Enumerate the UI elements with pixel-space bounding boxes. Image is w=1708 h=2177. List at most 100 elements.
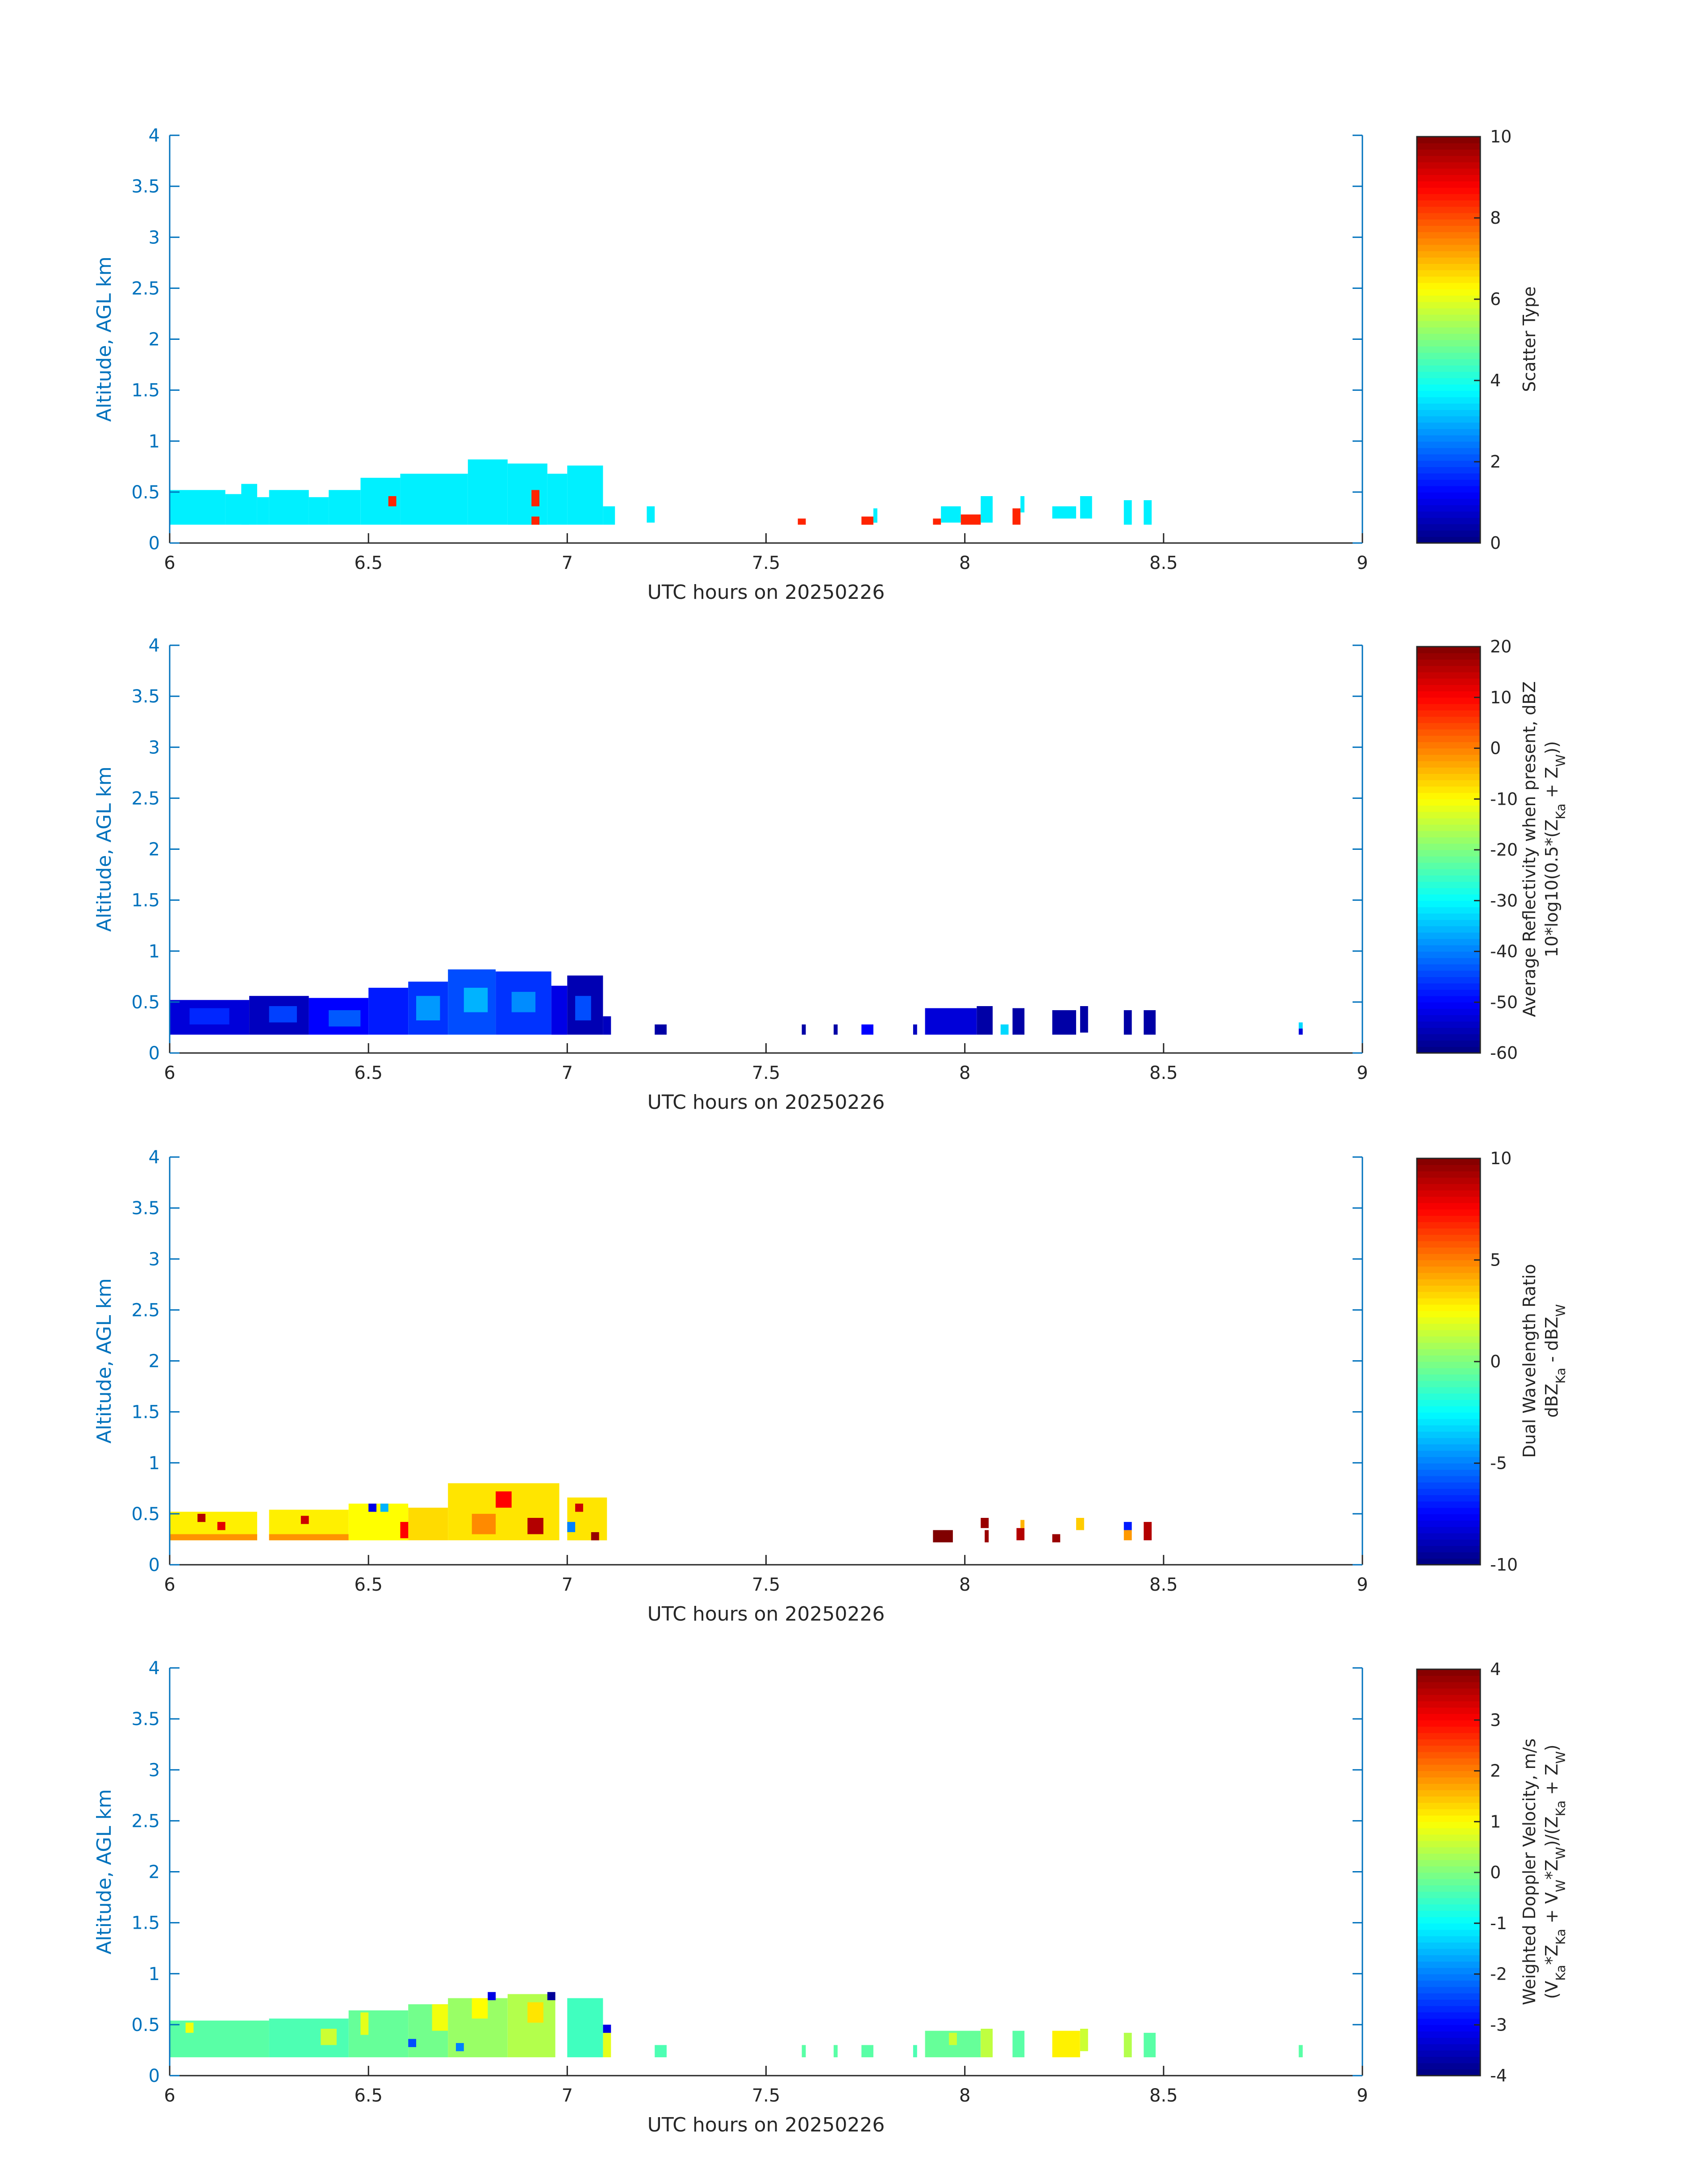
colorbar-swatch — [1417, 1676, 1480, 1683]
colorbar-swatch — [1417, 1431, 1480, 1438]
colorbar-swatch — [1417, 1739, 1480, 1746]
heatmap-cell — [1000, 1024, 1009, 1035]
heatmap-cell — [464, 987, 488, 1012]
colorbar-swatch — [1417, 1177, 1480, 1184]
colorbar-swatch — [1417, 678, 1480, 685]
colorbar-swatch — [1417, 799, 1480, 806]
colorbar-swatch — [1417, 365, 1480, 372]
colorbar-swatch — [1417, 1285, 1480, 1292]
colorbar-swatch — [1417, 333, 1480, 340]
colorbar-swatch — [1417, 1412, 1480, 1419]
heatmap-cell — [591, 1532, 599, 1541]
colorbar-swatch — [1417, 1158, 1480, 1165]
colorbar-swatch — [1417, 213, 1480, 220]
colorbar-swatch — [1417, 1859, 1480, 1867]
heatmap-cell — [189, 1008, 230, 1025]
y-tick-label: 0.5 — [131, 1504, 160, 1525]
colorbar-swatch — [1417, 767, 1480, 774]
colorbar-tick-label: 0 — [1490, 1863, 1501, 1882]
colorbar-swatch — [1417, 1815, 1480, 1822]
heatmap-cell — [269, 490, 309, 525]
colorbar-swatch — [1417, 1891, 1480, 1898]
colorbar-swatch — [1417, 327, 1480, 334]
colorbar-swatch — [1417, 1190, 1480, 1197]
y-tick-label: 4 — [149, 1658, 160, 1679]
colorbar-swatch — [1417, 390, 1480, 397]
colorbar-swatch — [1417, 1968, 1480, 1975]
heatmap-cell — [949, 2033, 957, 2045]
y-tick-label: 0 — [149, 2066, 160, 2086]
colorbar-swatch — [1417, 270, 1480, 277]
colorbar-swatch — [1417, 1329, 1480, 1337]
colorbar-swatch — [1417, 175, 1480, 182]
colorbar-swatch — [1417, 372, 1480, 378]
colorbar-swatch — [1417, 926, 1480, 933]
colorbar-swatch — [1417, 1165, 1480, 1172]
heatmap-cell — [1123, 1010, 1132, 1035]
colorbar-tick-label: -50 — [1490, 992, 1518, 1012]
heatmap-cell — [833, 1024, 838, 1035]
colorbar-swatch — [1417, 735, 1480, 742]
y-tick-label: 2.5 — [131, 1811, 160, 1831]
panel-scatter-type: 6 6.5 7 7.5 8 8.5 9 0 0.5 1 1.5 2 2.5 3 3.5 4 UTC hours … — [93, 125, 1539, 604]
colorbar-swatch — [1417, 2025, 1480, 2032]
colorbar-swatch — [1417, 824, 1480, 831]
x-tick-label: 9 — [1357, 2085, 1368, 2106]
colorbar-swatch — [1417, 1923, 1480, 1930]
colorbar-swatch — [1417, 162, 1480, 169]
heatmap-cell — [913, 2045, 917, 2057]
heatmap-cell — [933, 518, 941, 525]
colorbar-tick-label: 5 — [1490, 1250, 1501, 1270]
heatmap-cell — [1299, 1022, 1303, 1029]
x-tick-label: 9 — [1357, 1575, 1368, 1595]
heatmap-cell — [472, 1998, 488, 2019]
y-tick-label: 1 — [149, 941, 160, 962]
colorbar-swatch — [1417, 1694, 1480, 1701]
heatmap-cell — [833, 2045, 838, 2057]
colorbar-swatch — [1417, 1355, 1480, 1362]
colorbar-swatch — [1417, 1488, 1480, 1496]
x-axis-label: UTC hours on 20250226 — [647, 581, 885, 604]
colorbar-swatch — [1417, 295, 1480, 302]
colorbar-swatch — [1417, 486, 1480, 493]
heatmap-cell — [1012, 2031, 1025, 2057]
y-tick-label: 3 — [149, 1249, 160, 1270]
colorbar-swatch — [1417, 697, 1480, 704]
heatmap-cells — [170, 1483, 1152, 1542]
x-tick-label: 7.5 — [752, 553, 781, 573]
y-axis-label: Altitude, AGL km — [93, 766, 116, 932]
colorbar-swatch — [1417, 1463, 1480, 1470]
colorbar-swatch — [1417, 1847, 1480, 1854]
colorbar-swatch — [1417, 2018, 1480, 2025]
colorbar-swatch — [1417, 1533, 1480, 1540]
y-tick-label: 3.5 — [131, 686, 160, 707]
heatmap-cell — [170, 490, 226, 525]
colorbar-swatch — [1417, 263, 1480, 271]
x-tick-label: 9 — [1357, 553, 1368, 573]
colorbar-swatch — [1417, 894, 1480, 901]
colorbar-swatch — [1417, 283, 1480, 289]
heatmap-cell — [408, 2039, 416, 2047]
colorbar-tick-label: 0 — [1490, 533, 1501, 553]
colorbar-tick-label: 1 — [1490, 1812, 1501, 1831]
colorbar-swatch — [1417, 831, 1480, 838]
y-tick-label: 2 — [149, 1862, 160, 1883]
heatmap-cells — [170, 969, 1303, 1035]
heatmap-cell — [575, 1504, 583, 1512]
colorbar-swatch — [1417, 1400, 1480, 1407]
colorbar-label: Weighted Doppler Velocity, m/s — [1520, 1738, 1539, 2005]
colorbar-tick-label: -10 — [1490, 789, 1518, 809]
heatmap-cell — [380, 1504, 388, 1512]
heatmap-cells — [170, 1992, 1303, 2057]
colorbar-swatch — [1417, 913, 1480, 920]
x-tick-label: 7 — [562, 1063, 573, 1083]
colorbar-swatch — [1417, 193, 1480, 201]
colorbar-label: dBZKa - dBZW — [1542, 1304, 1568, 1417]
colorbar-swatch — [1417, 384, 1480, 391]
x-tick-label: 6 — [164, 1575, 175, 1595]
colorbar-swatch — [1417, 811, 1480, 819]
colorbar-swatch — [1417, 1974, 1480, 1981]
colorbar-swatch — [1417, 1866, 1480, 1873]
heatmap-cell — [241, 484, 257, 525]
y-tick-label: 2.5 — [131, 1300, 160, 1320]
